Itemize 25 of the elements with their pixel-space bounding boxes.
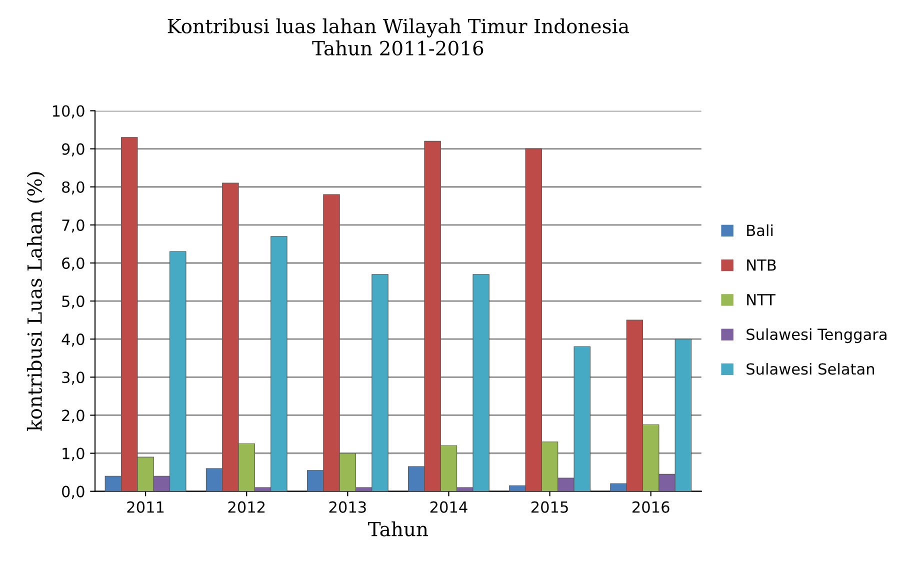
legend-label: Sulawesi Selatan xyxy=(746,362,874,375)
legend-label: Sulawesi Tenggara xyxy=(746,328,886,344)
x-tick-label: 2014 xyxy=(430,501,468,513)
x-tick-label: 2012 xyxy=(228,501,265,513)
y-tick-label: 3,0 xyxy=(62,372,84,385)
y-tick-label: 5,0 xyxy=(62,296,84,309)
chart-title: Kontribusi luas lahan Wilayah Timur Indonesia Tahun 2011-2016 xyxy=(168,18,630,56)
x-axis-title: Tahun xyxy=(368,521,428,536)
y-tick-label: 10,0 xyxy=(52,105,84,118)
y-tick-label: 2,0 xyxy=(62,410,84,423)
y-tick-label: 4,0 xyxy=(62,334,84,347)
y-tick-label: 8,0 xyxy=(62,181,84,194)
y-tick-label: 9,0 xyxy=(62,143,84,156)
y-tick-label: 6,0 xyxy=(62,257,84,271)
x-tick-label: 2015 xyxy=(531,501,568,513)
x-tick-label: 2013 xyxy=(329,501,366,513)
y-tick-label: 1,0 xyxy=(62,448,84,461)
legend-label: NTT xyxy=(747,294,776,306)
legend-label: NTB xyxy=(747,259,776,271)
y-tick-label: 7,0 xyxy=(62,219,84,233)
y-axis-title: kontribusi Luas Lahan (%) xyxy=(26,172,45,431)
x-tick-label: 2016 xyxy=(632,501,670,513)
x-tick-label: 2011 xyxy=(127,501,164,513)
y-tick-label: 0,0 xyxy=(62,486,84,499)
legend-label: Bali xyxy=(747,224,773,236)
